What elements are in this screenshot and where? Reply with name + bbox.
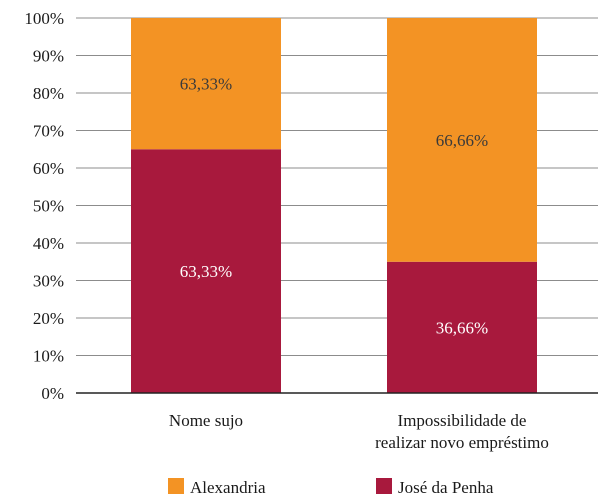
- y-tick-label: 10%: [33, 347, 64, 366]
- y-tick-label: 20%: [33, 309, 64, 328]
- data-label-jose-da-penha-2: 36,66%: [436, 318, 488, 337]
- bars: 63,33% 63,33% 36,66% 66,66%: [131, 18, 537, 393]
- data-label-jose-da-penha-1: 63,33%: [180, 262, 232, 281]
- bar-segment-alexandria-2: [387, 18, 537, 262]
- y-axis-ticks: 0% 10% 20% 30% 40% 50% 60% 70% 80% 90% 100%: [24, 9, 64, 403]
- bar-segment-jose-da-penha-1: [131, 149, 281, 393]
- legend-label-alexandria: Alexandria: [190, 478, 266, 497]
- x-category-label: Impossibilidade de realizar novo emprésti…: [375, 411, 549, 452]
- y-tick-label: 90%: [33, 47, 64, 66]
- y-tick-label: 30%: [33, 272, 64, 291]
- legend-swatch-alexandria: [168, 478, 184, 494]
- legend: Alexandria José da Penha: [168, 478, 494, 497]
- y-tick-label: 40%: [33, 234, 64, 253]
- y-tick-label: 70%: [33, 122, 64, 141]
- bar-segment-jose-da-penha-2: [387, 261, 537, 393]
- y-tick-label: 50%: [33, 197, 64, 216]
- data-label-alexandria-1: 63,33%: [180, 75, 232, 94]
- y-tick-label: 100%: [24, 9, 64, 28]
- bar-segment-alexandria-1: [131, 18, 281, 150]
- data-label-alexandria-2: 66,66%: [436, 131, 488, 150]
- x-axis-category-labels: Nome sujo Impossibilidade de realizar novo…: [169, 411, 549, 452]
- y-tick-label: 80%: [33, 84, 64, 103]
- legend-label-jose-da-penha: José da Penha: [398, 478, 494, 497]
- y-tick-label: 0%: [41, 384, 64, 403]
- y-tick-label: 60%: [33, 159, 64, 178]
- x-category-label: Nome sujo: [169, 411, 243, 430]
- legend-swatch-jose-da-penha: [376, 478, 392, 494]
